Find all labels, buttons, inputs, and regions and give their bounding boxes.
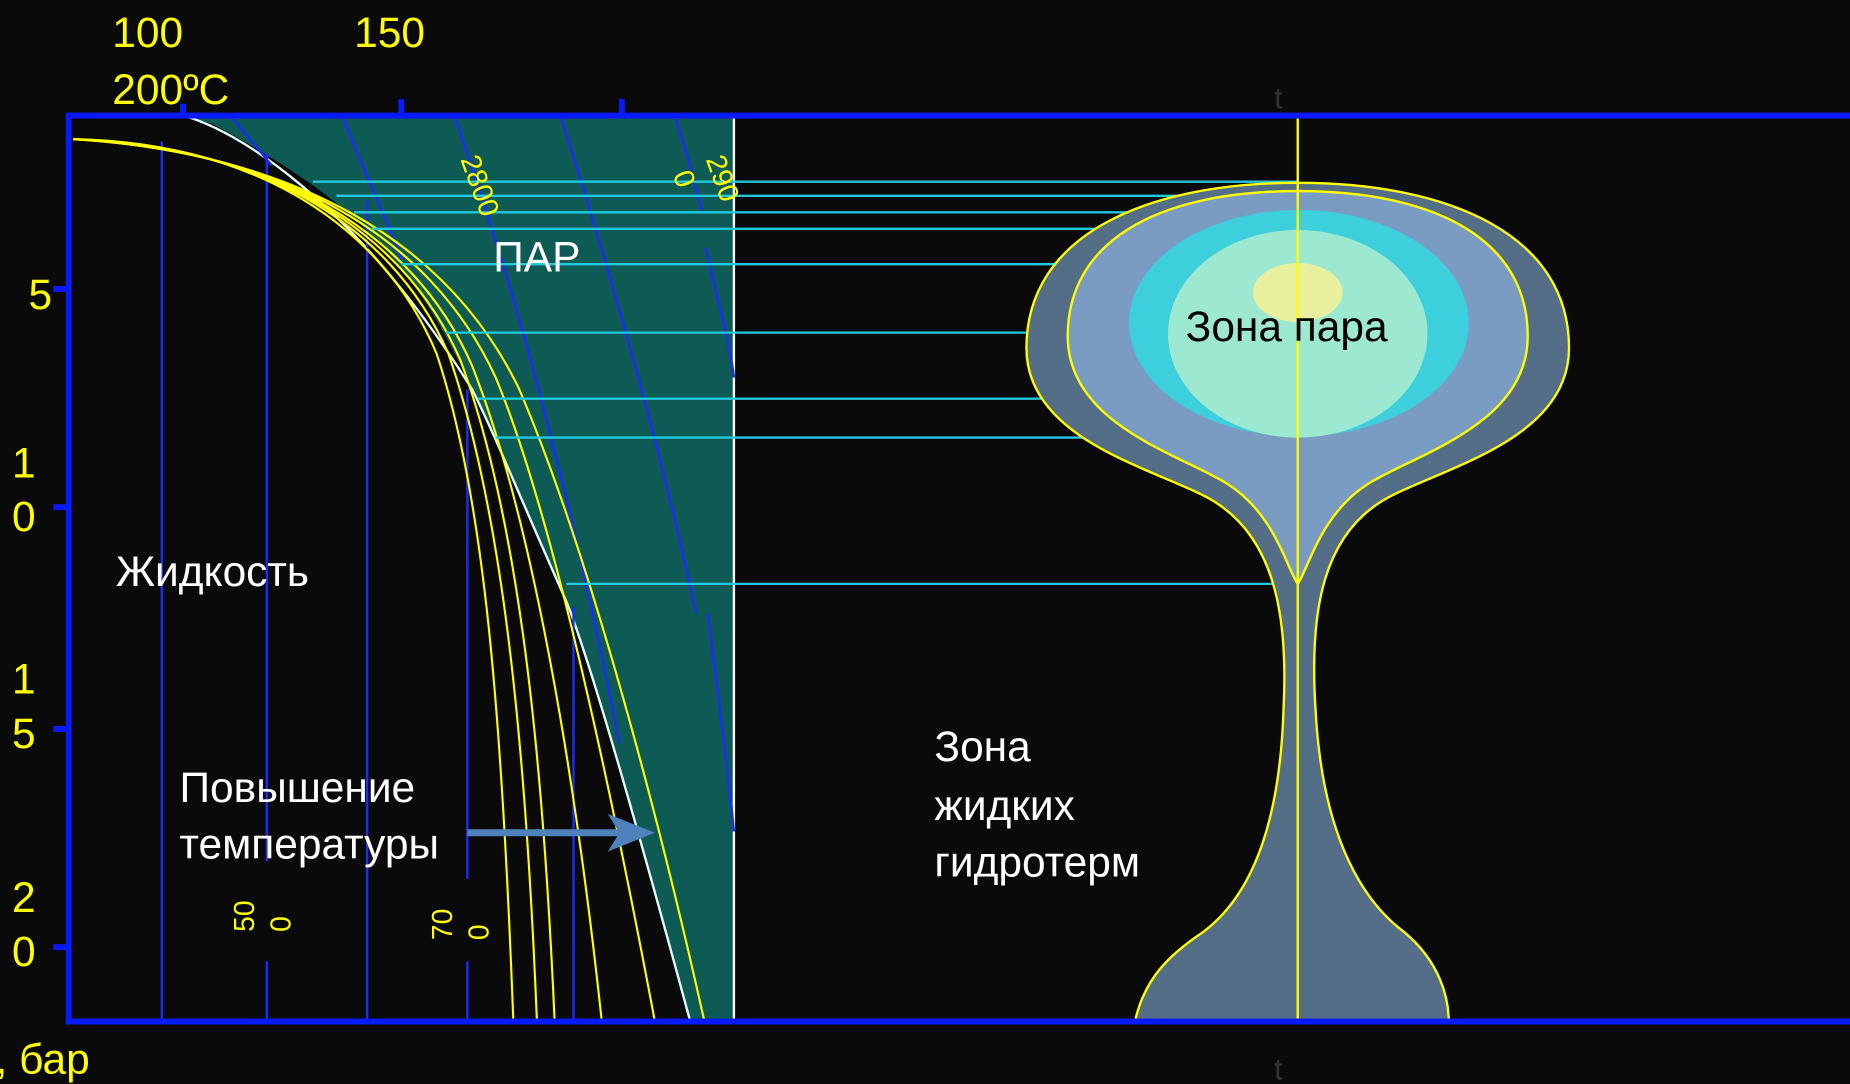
depth-label: 5 — [29, 271, 53, 318]
saturation-curve — [182, 114, 692, 1022]
unit-label: , бар — [0, 1035, 90, 1082]
arrow-label-line: температуры — [180, 821, 439, 868]
t-marker: t — [1274, 1052, 1283, 1084]
pressure-curves — [73, 138, 706, 1022]
frame — [65, 112, 1850, 1025]
liquid-zone-line: Зона — [934, 723, 1031, 770]
liquid-zone-label: Зона жидких гидротерм — [934, 723, 1140, 886]
liquid-zone-line: гидротерм — [934, 838, 1140, 885]
depth-label-line: 1 — [12, 440, 36, 487]
top-label: 200ºC — [112, 66, 229, 113]
depth-label-line: 0 — [12, 493, 36, 540]
vapor-region — [183, 115, 734, 1022]
arrow-head — [607, 813, 655, 852]
depth-label-line: 0 — [12, 928, 36, 975]
steam-zone-label: Зона пара — [1186, 303, 1388, 350]
isoline-label: 50 — [228, 900, 260, 931]
arrow-label: Повышение температуры — [180, 764, 439, 868]
isoline-label: 0 — [264, 916, 296, 932]
isotherms — [160, 114, 736, 1022]
liquid-zone-line: жидких — [934, 782, 1074, 829]
liquid-label: Жидкость — [116, 548, 309, 595]
t-marker: t — [1274, 82, 1283, 116]
depth-label-line: 1 — [12, 656, 36, 703]
isoline-label: 0 — [463, 924, 495, 940]
ticks — [53, 99, 625, 951]
arrow-label-line: Повышение — [180, 764, 416, 811]
top-label: 150 — [354, 9, 425, 56]
depth-label-line: 5 — [29, 271, 53, 318]
vapor-label: ПАР — [493, 233, 580, 280]
isoline-label: 70 — [426, 909, 458, 940]
depth-label-line: 2 — [12, 874, 36, 921]
depth-label-line: 5 — [12, 710, 36, 757]
top-label: 100 — [112, 9, 183, 56]
